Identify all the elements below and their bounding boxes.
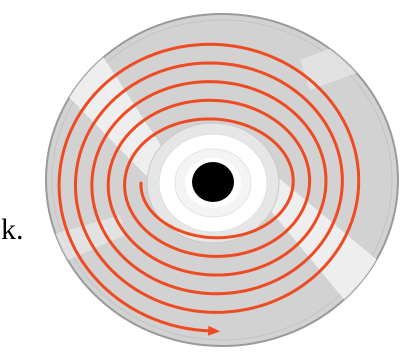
disc-inner-rim xyxy=(51,19,393,341)
center-hole xyxy=(192,162,234,202)
spiral-track-path xyxy=(57,42,361,333)
reflection-band-lower-right xyxy=(239,159,396,310)
arrowhead-icon xyxy=(207,325,221,336)
caption-fragment: k. xyxy=(1,213,24,246)
optical-disc-icon xyxy=(45,13,399,347)
